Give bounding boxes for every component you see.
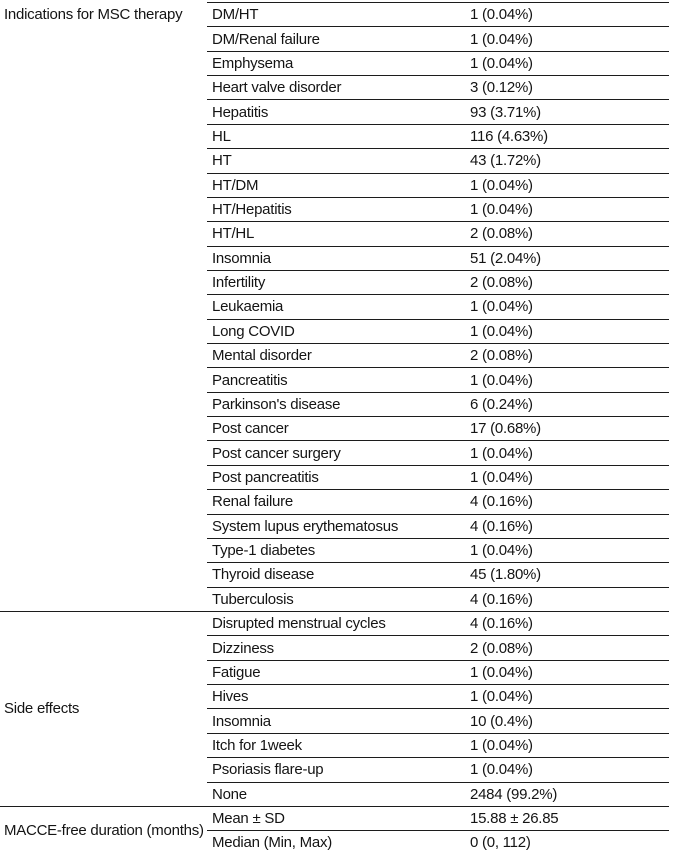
table-cell-item: Fatigue [207, 659, 465, 684]
table-cell-value: 2 (0.08%) [465, 221, 669, 245]
table-cell-value: 1 (0.04%) [465, 294, 669, 318]
table-cell-item: Post cancer surgery [207, 440, 465, 464]
table-cell-value: 4 (0.16%) [465, 586, 669, 611]
table-cell-item: Parkinson's disease [207, 391, 465, 416]
table-cell-value: 1 (0.04%) [465, 172, 669, 197]
table-cell-value: 2 (0.08%) [465, 269, 669, 294]
table-cell-item: Emphysema [207, 50, 465, 75]
table-cell-item: HT/Hepatitis [207, 196, 465, 221]
table-cell-value: 2 (0.08%) [465, 343, 669, 367]
table-cell-item: Thyroid disease [207, 562, 465, 586]
table-cell-value: 3 (0.12%) [465, 75, 669, 99]
table-cell-item: Type-1 diabetes [207, 537, 465, 562]
table-cell-value: 1 (0.04%) [465, 50, 669, 75]
table-cell-item: Tuberculosis [207, 586, 465, 611]
table-cell-value: 15.88 ± 26.85 [465, 805, 669, 830]
table-cell-item: Psoriasis flare-up [207, 757, 465, 781]
table-cell-item: DM/Renal failure [207, 26, 465, 50]
group-label: MACCE-free duration (months) [0, 805, 207, 855]
table-cell-value: 1 (0.04%) [465, 659, 669, 684]
table-cell-value: 4 (0.16%) [465, 513, 669, 538]
table-cell-value: 1 (0.04%) [465, 684, 669, 708]
table-cell-item: HL [207, 123, 465, 148]
table-cell-item: System lupus erythematosus [207, 513, 465, 538]
table-cell-item: Long COVID [207, 318, 465, 343]
table-cell-value: 1 (0.04%) [465, 440, 669, 464]
table-cell-item: Disrupted menstrual cycles [207, 610, 465, 635]
table-cell-item: Hives [207, 684, 465, 708]
table-cell-item: Infertility [207, 269, 465, 294]
table-cell-value: 10 (0.4%) [465, 708, 669, 732]
table-cell-value: 2484 (99.2%) [465, 781, 669, 806]
table-cell-value: 2 (0.08%) [465, 635, 669, 659]
table-cell-item: Hepatitis [207, 99, 465, 123]
table-cell-value: 1 (0.04%) [465, 537, 669, 562]
table-cell-item: Insomnia [207, 708, 465, 732]
table-cell-item: DM/HT [207, 2, 465, 26]
table-cell-item: Itch for 1week [207, 732, 465, 757]
table-cell-value: 93 (3.71%) [465, 99, 669, 123]
table-cell-item: Mental disorder [207, 343, 465, 367]
table-cell-value: 1 (0.04%) [465, 367, 669, 391]
table-cell-item: HT [207, 148, 465, 172]
table-cell-item: HT/HL [207, 221, 465, 245]
table-cell-item: Post pancreatitis [207, 464, 465, 489]
table-cell-value: 1 (0.04%) [465, 464, 669, 489]
table-cell-item: Renal failure [207, 489, 465, 513]
group-label: Indications for MSC therapy [4, 6, 183, 23]
table-cell-value: 6 (0.24%) [465, 391, 669, 416]
table-cell-item: Pancreatitis [207, 367, 465, 391]
table-cell-item: Dizziness [207, 635, 465, 659]
table-cell-value: 1 (0.04%) [465, 757, 669, 781]
table-cell-value: 4 (0.16%) [465, 610, 669, 635]
table-cell-item: Insomnia [207, 245, 465, 270]
table-cell-value: 1 (0.04%) [465, 732, 669, 757]
table-cell-item: Leukaemia [207, 294, 465, 318]
group-label: Side effects [0, 610, 207, 806]
table-cell-item: None [207, 781, 465, 806]
table-cell-value: 45 (1.80%) [465, 562, 669, 586]
table-cell-item: Mean ± SD [207, 805, 465, 830]
table-cell-value: 4 (0.16%) [465, 489, 669, 513]
table-cell-item: Heart valve disorder [207, 75, 465, 99]
table-cell-value: 51 (2.04%) [465, 245, 669, 270]
table-cell-value: 116 (4.63%) [465, 123, 669, 148]
table-cell-value: 1 (0.04%) [465, 318, 669, 343]
table-cell-value: 43 (1.72%) [465, 148, 669, 172]
table-cell-value: 0 (0, 112) [465, 830, 669, 854]
table-cell-value: 1 (0.04%) [465, 26, 669, 50]
table-cell-value: 1 (0.04%) [465, 2, 669, 26]
table-cell-value: 1 (0.04%) [465, 196, 669, 221]
table-cell-value: 17 (0.68%) [465, 416, 669, 440]
table-cell-item: Median (Min, Max) [207, 830, 465, 854]
table-cell-item: Post cancer [207, 416, 465, 440]
table-cell-item: HT/DM [207, 172, 465, 197]
